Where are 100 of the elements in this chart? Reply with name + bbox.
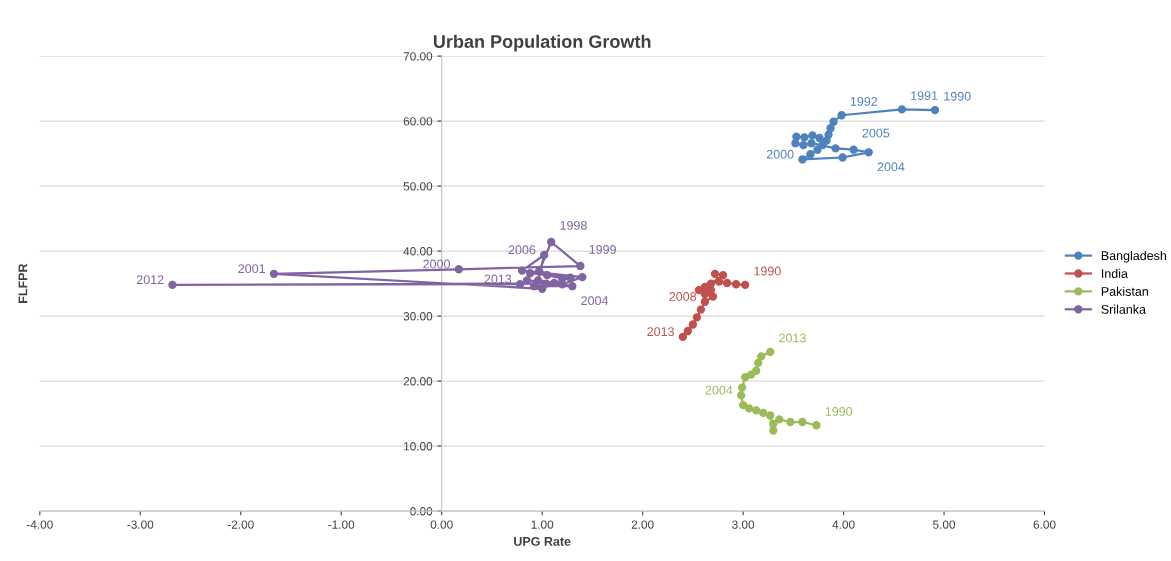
annotation: 1991 xyxy=(911,91,938,100)
x-tick-label: 2.00 xyxy=(631,520,654,529)
point xyxy=(525,269,535,278)
point xyxy=(696,305,706,314)
y-tick-label: 20.00 xyxy=(403,377,433,386)
point xyxy=(576,261,585,271)
legend-label: Pakistan xyxy=(1101,286,1148,296)
point xyxy=(757,352,766,361)
point xyxy=(543,270,552,280)
annotation: 2013 xyxy=(484,274,512,284)
y-tick-label: 70.00 xyxy=(403,52,433,61)
point xyxy=(547,237,556,247)
x-tick-label: -1.00 xyxy=(328,520,355,529)
point xyxy=(529,282,539,291)
point xyxy=(838,153,847,162)
x-tick-label: 1.00 xyxy=(531,520,554,529)
annotation: 2001 xyxy=(238,264,265,274)
point xyxy=(533,276,543,285)
point xyxy=(692,313,702,322)
point xyxy=(849,145,858,154)
point xyxy=(818,140,827,150)
point xyxy=(540,250,549,260)
annotation: 2012 xyxy=(136,275,164,285)
point xyxy=(700,297,710,306)
point xyxy=(829,117,838,126)
point xyxy=(897,105,907,114)
point xyxy=(786,417,795,427)
point xyxy=(688,320,698,329)
annotation: 1990 xyxy=(825,407,853,416)
legend-label: Srilanka xyxy=(1101,304,1146,314)
point xyxy=(522,276,532,285)
x-tick-label: -4.00 xyxy=(26,520,53,529)
y-tick-label: 40.00 xyxy=(403,247,433,256)
x-tick-label: 5.00 xyxy=(933,520,956,529)
point xyxy=(542,279,551,288)
point xyxy=(752,366,761,375)
point xyxy=(815,133,824,143)
annotation: 1992 xyxy=(850,96,878,106)
point xyxy=(775,415,784,424)
point xyxy=(710,269,720,279)
point xyxy=(558,280,567,289)
x-tick-label: -3.00 xyxy=(127,520,154,529)
x-tick-label: 6.00 xyxy=(1033,520,1056,529)
point xyxy=(831,144,840,153)
point xyxy=(534,267,544,276)
annotation: 2006 xyxy=(508,245,536,255)
point xyxy=(807,139,816,148)
point xyxy=(813,145,822,154)
point xyxy=(515,280,525,289)
annotation: 2004 xyxy=(877,162,905,172)
annotation: 2008 xyxy=(669,292,697,301)
annotation: 2004 xyxy=(581,296,609,306)
point xyxy=(736,391,746,400)
point xyxy=(759,408,768,418)
point xyxy=(740,373,750,382)
point xyxy=(722,278,732,288)
point xyxy=(798,155,807,164)
annotation: 1998 xyxy=(560,220,587,230)
point xyxy=(752,406,761,415)
annotation: 2004 xyxy=(705,385,733,395)
point xyxy=(568,282,577,291)
point xyxy=(754,358,763,368)
x-axis-title: UPG Rate xyxy=(514,536,571,546)
point xyxy=(738,400,748,410)
point xyxy=(744,404,754,413)
point xyxy=(168,280,177,290)
point xyxy=(826,124,835,133)
point xyxy=(454,265,463,274)
chart-title: Urban Population Growth xyxy=(433,34,651,52)
point xyxy=(731,280,741,289)
x-tick-label: -2.00 xyxy=(227,520,254,529)
point xyxy=(517,266,527,275)
point xyxy=(737,383,747,392)
point xyxy=(678,332,688,342)
point xyxy=(798,417,807,427)
annotation: 2000 xyxy=(766,149,794,159)
point xyxy=(837,111,846,120)
x-tick-label: 4.00 xyxy=(832,520,855,529)
y-axis-title: FLFPR xyxy=(18,263,28,303)
point xyxy=(808,131,817,140)
point xyxy=(714,277,724,286)
annotation: 1999 xyxy=(589,244,616,254)
point xyxy=(799,140,808,150)
y-tick-label: 10.00 xyxy=(404,442,433,451)
point xyxy=(792,132,801,141)
point xyxy=(806,150,815,159)
legend-label: Bangladesh xyxy=(1101,250,1167,263)
point xyxy=(812,421,821,430)
point xyxy=(578,272,587,282)
point xyxy=(708,292,718,301)
y-tick-label: 50.00 xyxy=(403,182,433,191)
point xyxy=(766,347,775,356)
point xyxy=(766,411,775,420)
annotation: 2005 xyxy=(862,128,890,138)
point xyxy=(800,133,809,142)
point xyxy=(740,280,750,290)
point xyxy=(864,148,873,157)
y-tick-label: 0.00 xyxy=(410,507,433,516)
point xyxy=(566,273,575,282)
annotation: 2013 xyxy=(779,333,806,343)
